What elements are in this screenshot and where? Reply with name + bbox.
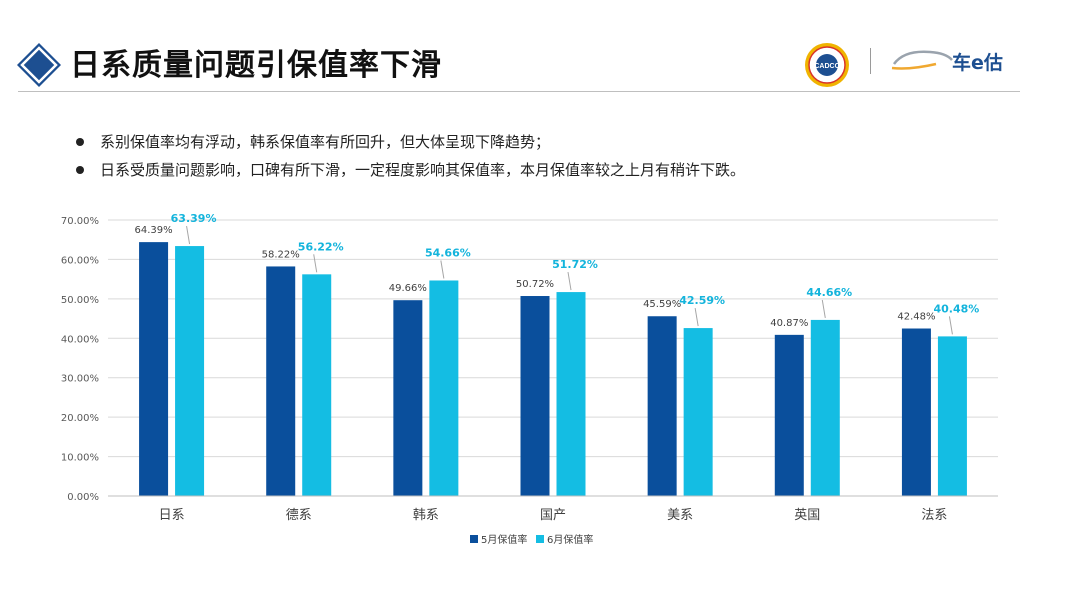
logo-divider: [870, 48, 871, 74]
bar-june: [302, 274, 332, 496]
bar-may: [647, 316, 677, 496]
x-tick-label: 日系: [159, 508, 185, 523]
diamond-icon: [17, 43, 61, 87]
bar-june: [429, 280, 459, 496]
bar-may: [901, 328, 931, 496]
x-tick-label: 韩系: [413, 508, 439, 523]
bar-may: [520, 296, 550, 496]
bar-june: [683, 328, 713, 496]
brand-logo: 车e估: [891, 50, 1003, 74]
y-tick-label: 20.00%: [61, 413, 99, 424]
bar-may: [139, 242, 169, 496]
y-tick-label: 60.00%: [61, 255, 99, 266]
bar-may: [266, 266, 296, 496]
data-label-june: 63.39%: [171, 212, 217, 225]
data-label-leader: [821, 299, 826, 318]
header-divider: [18, 91, 1020, 92]
data-label-june: 42.59%: [679, 294, 725, 307]
bullet-dot-icon: [76, 138, 84, 146]
y-tick-label: 10.00%: [61, 453, 99, 464]
brand-logo-text: 车e估: [952, 51, 1003, 74]
data-label-leader: [186, 225, 191, 245]
data-label-leader: [567, 271, 572, 291]
x-tick-label: 英国: [794, 508, 820, 523]
summary-bullets: 系别保值率均有浮动，韩系保值率有所回升，但大体呈现下降趋势； 日系受质量问题影响…: [72, 128, 745, 184]
y-tick-label: 30.00%: [61, 374, 99, 385]
bar-may: [393, 300, 423, 496]
data-label-leader: [313, 254, 318, 273]
y-tick-label: 40.00%: [61, 334, 99, 345]
data-label-leader: [440, 260, 445, 279]
data-label-may: 50.72%: [516, 279, 554, 290]
data-label-june: 40.48%: [934, 302, 980, 315]
y-tick-label: 0.00%: [67, 492, 99, 503]
bar-may: [774, 334, 804, 496]
legend-swatch: [536, 535, 544, 543]
page-title: 日系质量问题引保值率下滑: [70, 48, 442, 83]
data-label-leader: [694, 307, 699, 327]
data-label-june: 44.66%: [806, 286, 852, 299]
data-label-may: 49.66%: [389, 283, 427, 294]
bar-june: [175, 246, 205, 496]
x-tick-label: 德系: [286, 508, 312, 523]
x-tick-label: 法系: [921, 508, 947, 523]
data-label-june: 54.66%: [425, 246, 471, 259]
retention-rate-bar-chart: 0.00% 10.00% 20.00% 30.00% 40.00% 50.00% 60.00…: [61, 212, 998, 546]
data-label-june: 56.22%: [298, 240, 344, 253]
legend-label: 5月保值率: [481, 533, 527, 546]
data-label-leader: [948, 316, 953, 335]
data-label-may: 58.22%: [262, 249, 300, 260]
data-label-may: 42.48%: [897, 312, 935, 323]
bullet-text: 日系受质量问题影响，口碑有所下滑，一定程度影响其保值率，本月保值率较之上月有稍许…: [100, 161, 746, 179]
bullet-item: 日系受质量问题影响，口碑有所下滑，一定程度影响其保值率，本月保值率较之上月有稍许…: [72, 156, 745, 184]
legend-label: 6月保值率: [547, 533, 593, 546]
x-tick-label: 美系: [667, 508, 693, 523]
bar-june: [810, 319, 840, 496]
bullet-item: 系别保值率均有浮动，韩系保值率有所回升，但大体呈现下降趋势；: [72, 128, 745, 156]
cadcc-seal-logo: CADCC: [805, 43, 849, 87]
y-tick-label: 50.00%: [61, 295, 99, 306]
legend-swatch: [470, 535, 478, 543]
bar-june: [556, 292, 586, 496]
bar-june: [937, 336, 967, 496]
bullet-dot-icon: [76, 166, 84, 174]
x-tick-label: 国产: [540, 508, 566, 523]
y-tick-label: 70.00%: [61, 216, 99, 227]
data-label-may: 64.39%: [135, 225, 173, 236]
data-label-june: 51.72%: [552, 258, 598, 271]
seal-text: CADCC: [814, 63, 839, 70]
data-label-may: 45.59%: [643, 299, 681, 310]
bullet-text: 系别保值率均有浮动，韩系保值率有所回升，但大体呈现下降趋势；: [100, 133, 551, 151]
data-label-may: 40.87%: [770, 318, 808, 329]
